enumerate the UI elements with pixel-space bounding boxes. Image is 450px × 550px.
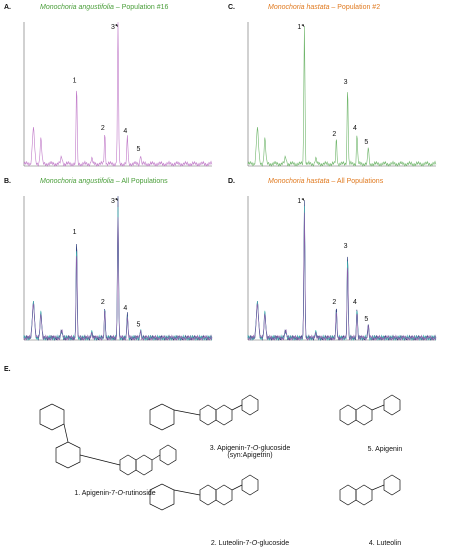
- peak-label-5: 5: [137, 322, 141, 329]
- trace-line: [247, 212, 437, 341]
- structure-luteolin-7-o-glucoside: [149, 474, 259, 511]
- peak-label-3: 3: [344, 243, 348, 250]
- panel-label: A.: [4, 4, 11, 11]
- species-name: Monochoria hastata: [268, 4, 330, 11]
- peak-arrow: [301, 24, 305, 27]
- peak-label-4: 4: [123, 305, 127, 312]
- chromatogram-d: 1 2 3 4 5: [247, 196, 437, 342]
- trace-line: [247, 200, 437, 341]
- peak-label-1: 1: [297, 24, 301, 31]
- peak-label-1: 1: [73, 78, 77, 85]
- peak-label-1: 1: [297, 198, 301, 205]
- panel-a: A. Monochoria angustifolia – Population …: [4, 4, 218, 182]
- chromatogram-c: 1 2 3 45: [247, 22, 437, 167]
- panel-label: D.: [228, 178, 235, 185]
- trace-line: [247, 26, 437, 167]
- panel-b: B. Monochoria angustifolia – All Populat…: [4, 178, 218, 356]
- trace-line: [247, 206, 437, 342]
- compound-caption-2: 2. Luteolin-7-O-glucoside: [210, 540, 290, 547]
- peak-label-5: 5: [364, 316, 368, 323]
- peak-arrow: [115, 198, 118, 201]
- population-name: – Population #2: [329, 4, 381, 11]
- peak-label-1: 1: [73, 229, 77, 236]
- structures-drawing: [39, 394, 401, 511]
- panel-c: C. Monochoria hastata – Population #2 1 2…: [228, 4, 442, 182]
- population-name: – Population #16: [113, 4, 169, 11]
- chromatogram-b: 1 2 3 4 5: [23, 196, 213, 342]
- panel-title: Monochoria angustifolia – All Population…: [40, 178, 168, 185]
- structure-luteolin: [339, 474, 401, 506]
- panel-title: Monochoria angustifolia – Population #16: [40, 4, 168, 11]
- peak-label-4: 4: [353, 125, 357, 132]
- peak-label-3: 3: [344, 79, 348, 86]
- species-name: Monochoria angustifolia: [40, 4, 114, 11]
- compound-caption-1: 1. Apigenin-7-O-rutinoside: [74, 490, 156, 497]
- trace-line: [23, 22, 213, 168]
- population-name: – All Populations: [113, 178, 168, 185]
- compound-caption-4: 4. Luteolin: [368, 540, 402, 547]
- compound-caption-3: 3. Apigenin-7-O-glucoside (syn:Apigetrin…: [209, 445, 291, 459]
- peak-label-3: 3: [111, 24, 115, 31]
- peak-label-4: 4: [123, 128, 127, 135]
- panel-label: B.: [4, 178, 11, 185]
- peak-label-2: 2: [332, 299, 336, 306]
- peak-label-2: 2: [332, 131, 336, 138]
- peak-label-2: 2: [101, 299, 105, 306]
- species-name: Monochoria angustifolia: [40, 178, 114, 185]
- structure-apigenin-7-o-rutinoside: [39, 403, 177, 476]
- structure-apigenin: [339, 394, 401, 426]
- panel-label-e: E.: [4, 366, 11, 373]
- panel-title: Monochoria hastata – All Populations: [268, 178, 383, 185]
- species-name: Monochoria hastata: [268, 178, 330, 185]
- panel-label: C.: [228, 4, 235, 11]
- trace-line: [23, 217, 213, 341]
- population-name: – All Populations: [329, 178, 384, 185]
- peak-arrow: [301, 198, 305, 201]
- peak-label-5: 5: [364, 139, 368, 146]
- panel-d: D. Monochoria hastata – All Populations …: [228, 178, 442, 356]
- peak-label-4: 4: [353, 299, 357, 306]
- chromatogram-a: 1 2 3 4 5: [23, 22, 213, 168]
- structure-apigenin-7-o-glucoside: [149, 394, 259, 431]
- peak-label-3: 3: [111, 198, 115, 205]
- peak-label-5: 5: [137, 146, 141, 153]
- panel-title: Monochoria hastata – Population #2: [268, 4, 380, 11]
- peak-label-2: 2: [101, 125, 105, 132]
- compound-caption-5: 5. Apigenin: [367, 446, 403, 453]
- peak-arrow: [115, 24, 118, 27]
